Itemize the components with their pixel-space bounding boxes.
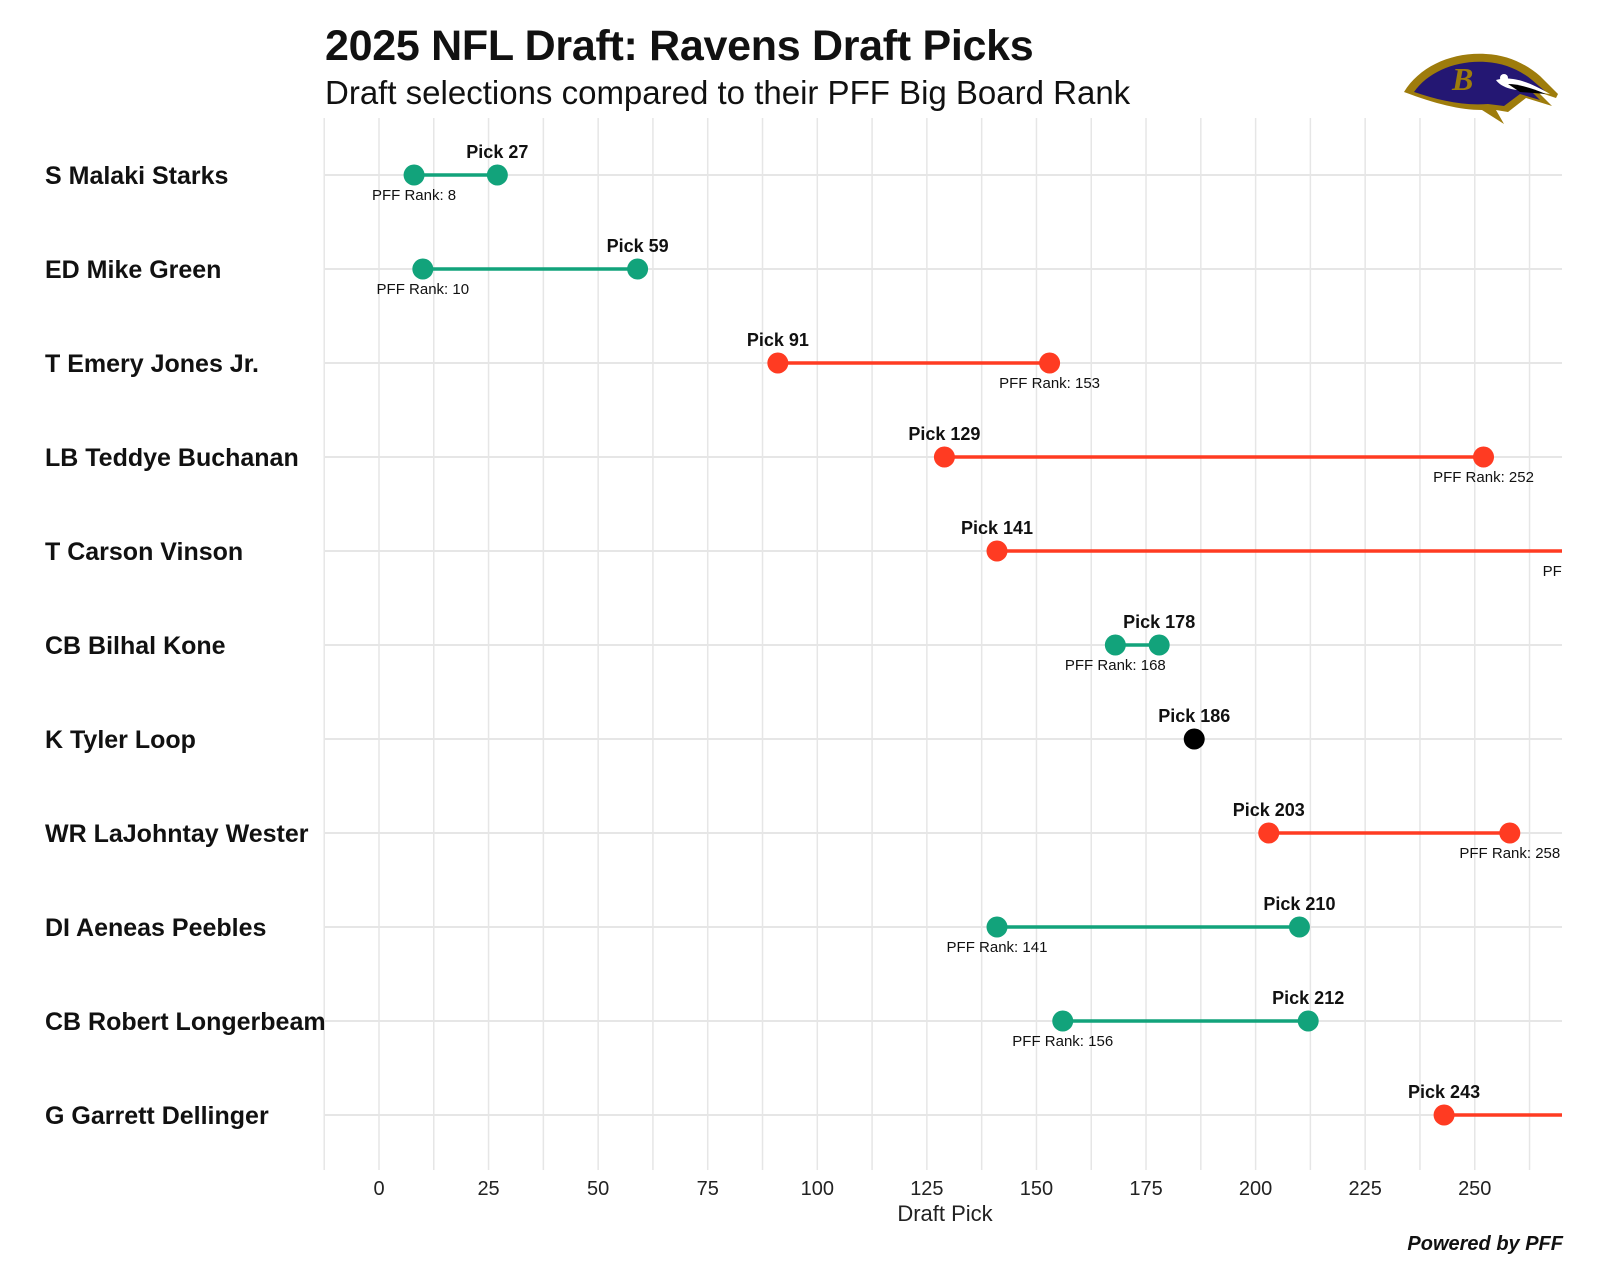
player-label: DI Aeneas Peebles	[45, 914, 266, 942]
pick-label: Pick 91	[747, 330, 809, 350]
player-label: T Emery Jones Jr.	[45, 350, 259, 378]
pff-rank-point	[986, 916, 1008, 938]
player-rows: S Malaki Starks Pick 27 PFF Rank: 8 ED Mike…	[45, 142, 1600, 1144]
pick-label: Pick 27	[466, 142, 528, 162]
pick-label: Pick 212	[1272, 988, 1344, 1008]
pick-label: Pick 186	[1158, 706, 1230, 726]
draft-pick-point	[986, 540, 1008, 562]
grid-lines	[323, 118, 1562, 1170]
pick-label: Pick 243	[1408, 1082, 1480, 1102]
player-row: CB Robert Longerbeam Pick 212 PFF Rank: 15…	[45, 988, 1344, 1050]
pff-rank-label: PFF Rank: 141	[947, 939, 1048, 956]
pick-label: Pick 178	[1123, 612, 1195, 632]
pff-rank-label: PFF Rank: 10	[377, 281, 470, 298]
draft-pick-point	[767, 352, 789, 374]
player-row: LB Teddye Buchanan Pick 129 PFF Rank: 252	[45, 424, 1534, 486]
pff-rank-point	[1104, 634, 1126, 656]
x-tick-label: 25	[477, 1178, 499, 1200]
pff-rank-point	[412, 258, 434, 280]
draft-pick-point	[627, 258, 649, 280]
player-row: WR LaJohntay Wester Pick 203 PFF Rank: 258	[45, 800, 1560, 862]
pff-rank-point	[1583, 541, 1600, 562]
x-tick-label: 250	[1458, 1178, 1491, 1200]
pff-rank-label: PFF Rank: 156	[1012, 1033, 1113, 1050]
player-label: CB Bilhal Kone	[45, 632, 226, 660]
svg-text:B: B	[1451, 61, 1473, 97]
pff-rank-label: PFF Rank: 8	[372, 187, 456, 204]
pff-rank-point	[1052, 1010, 1074, 1032]
player-row: T Emery Jones Jr. Pick 91 PFF Rank: 153	[45, 330, 1100, 392]
pff-rank-label: PFF Rank: 168	[1065, 657, 1166, 674]
player-label: G Garrett Dellinger	[45, 1102, 269, 1130]
player-label: K Tyler Loop	[45, 726, 196, 754]
draft-pick-point	[1297, 1010, 1319, 1032]
pff-rank-label: PFF Rank: 153	[999, 375, 1100, 392]
pff-rank-point	[1039, 352, 1061, 374]
player-row: CB Bilhal Kone Pick 178 PFF Rank: 168	[45, 612, 1195, 674]
player-label: WR LaJohntay Wester	[45, 820, 309, 848]
pick-label: Pick 59	[607, 236, 669, 256]
pick-label: Pick 141	[961, 518, 1033, 538]
player-row: T Carson Vinson Pick 141 PFF Rank: 277	[45, 518, 1600, 580]
player-row: S Malaki Starks Pick 27 PFF Rank: 8	[45, 142, 528, 204]
page-subtitle: Draft selections compared to their PFF B…	[325, 74, 1131, 111]
draft-pick-point	[1433, 1104, 1455, 1126]
player-label: CB Robert Longerbeam	[45, 1008, 326, 1036]
pff-rank-point	[403, 164, 425, 186]
player-row: G Garrett Dellinger Pick 243 PFF Rank: 287	[45, 1082, 1600, 1144]
player-row: DI Aeneas Peebles Pick 210 PFF Rank: 141	[45, 894, 1335, 956]
x-tick-label: 225	[1348, 1178, 1381, 1200]
x-tick-label: 0	[373, 1178, 384, 1200]
draft-pick-point	[1288, 916, 1310, 938]
x-tick-label: 100	[801, 1178, 834, 1200]
pick-label: Pick 210	[1263, 894, 1335, 914]
pff-rank-label: PFF Rank: 258	[1459, 845, 1560, 862]
draft-pick-point	[1258, 822, 1280, 844]
x-tick-label: 200	[1239, 1178, 1272, 1200]
draft-pick-point	[1148, 634, 1170, 656]
x-tick-label: 175	[1129, 1178, 1162, 1200]
x-axis-title: Draft Pick	[897, 1201, 993, 1226]
ravens-logo-icon: B	[1404, 53, 1558, 125]
x-tick-label: 125	[910, 1178, 943, 1200]
player-row: K Tyler Loop Pick 186	[45, 706, 1230, 754]
pff-rank-label: PFF Rank: 287	[1586, 1127, 1600, 1144]
x-tick-label: 50	[587, 1178, 609, 1200]
player-row: ED Mike Green Pick 59 PFF Rank: 10	[45, 236, 669, 298]
x-axis-ticks: 0 25 50 75 100 125 150 175 200 225 250	[373, 1178, 1491, 1200]
draft-pick-point	[486, 164, 508, 186]
draft-pick-point	[1183, 728, 1205, 750]
player-label: S Malaki Starks	[45, 162, 228, 190]
pff-rank-point	[1499, 822, 1521, 844]
x-tick-label: 150	[1020, 1178, 1053, 1200]
player-label: T Carson Vinson	[45, 538, 243, 566]
pff-rank-label: PFF Rank: 277	[1543, 563, 1600, 580]
credit-text: Powered by PFF	[1407, 1233, 1563, 1255]
page-title: 2025 NFL Draft: Ravens Draft Picks	[325, 22, 1034, 70]
x-tick-label: 75	[697, 1178, 719, 1200]
pick-label: Pick 203	[1233, 800, 1305, 820]
pick-label: Pick 129	[908, 424, 980, 444]
pff-rank-label: PFF Rank: 252	[1433, 469, 1534, 486]
player-label: LB Teddye Buchanan	[45, 444, 299, 472]
player-label: ED Mike Green	[45, 256, 221, 284]
draft-pick-point	[933, 446, 955, 468]
pff-rank-point	[1473, 446, 1495, 468]
